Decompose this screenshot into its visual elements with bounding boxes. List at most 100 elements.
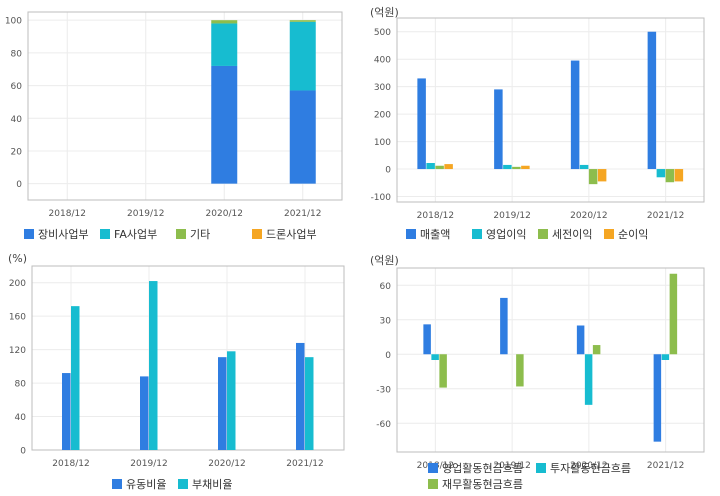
y-tick-label: 40 xyxy=(15,413,27,423)
legend-label: 재무활동현금흐름 xyxy=(442,478,523,491)
y-tick-label: 160 xyxy=(9,313,26,323)
legend-item[interactable]: 재무활동현금흐름 xyxy=(428,476,523,492)
bar xyxy=(444,164,453,170)
legend-swatch xyxy=(472,229,482,239)
bar xyxy=(211,20,238,24)
legend-item[interactable]: 영업활동현금흐름 xyxy=(428,460,523,476)
bar xyxy=(653,354,662,442)
bar xyxy=(305,357,314,450)
plot-frame xyxy=(396,17,705,203)
bar xyxy=(211,23,238,66)
legend: 장비사업부 FA사업부 기타 드론사업부 xyxy=(0,226,360,246)
legend-label: FA사업부 xyxy=(114,228,158,241)
legend-item[interactable]: 영업이익 xyxy=(472,226,526,242)
bar xyxy=(140,376,149,450)
legend-swatch xyxy=(24,229,34,239)
y-tick-label: 0 xyxy=(385,351,391,361)
y-tick-label: 500 xyxy=(374,28,391,38)
bar xyxy=(512,166,521,170)
legend-label: 장비사업부 xyxy=(38,228,89,241)
bar xyxy=(674,169,684,182)
y-tick-label: 60 xyxy=(380,282,392,292)
y-tick-label: -60 xyxy=(376,420,391,430)
bar xyxy=(289,90,316,184)
x-tick-label: 2020/12 xyxy=(570,461,607,471)
x-tick-label: 2019/12 xyxy=(130,459,167,469)
legend-item[interactable]: 세전이익 xyxy=(538,226,592,242)
bar xyxy=(656,169,666,178)
y-tick-label: 30 xyxy=(380,316,392,326)
plot-frame xyxy=(27,11,343,201)
bar xyxy=(227,351,236,450)
bar xyxy=(296,342,305,450)
bar xyxy=(289,21,316,91)
bar xyxy=(647,31,657,170)
legend-swatch xyxy=(406,229,416,239)
bar xyxy=(521,165,530,170)
x-tick-label: 2021/12 xyxy=(647,211,684,221)
bar xyxy=(431,354,439,360)
legend-swatch xyxy=(428,463,438,473)
y-tick-label: 200 xyxy=(374,111,391,121)
y-tick-label: 80 xyxy=(11,49,23,59)
x-tick-label: 2021/12 xyxy=(286,459,323,469)
unit-label: (억원) xyxy=(370,6,399,19)
plot-frame xyxy=(396,267,705,453)
plot-frame xyxy=(31,265,345,451)
legend-item[interactable]: 부채비율 xyxy=(178,476,232,492)
bar xyxy=(669,273,678,355)
bar xyxy=(516,354,524,387)
x-tick-label: 2018/12 xyxy=(417,211,454,221)
legend-label: 드론사업부 xyxy=(266,228,317,241)
y-tick-label: 20 xyxy=(11,147,23,157)
ratios-chart: 0 40 80 120 160 200 2018/12 2019/12 2020/12 2021/… xyxy=(9,265,345,469)
legend-label: 영업활동현금흐름 xyxy=(442,462,523,475)
bar xyxy=(71,306,80,450)
chart-panel-ratios: (%) 0 40 80 120 160 200 2018/12 2019/12 2020/12 2… xyxy=(0,248,360,496)
y-tick-label: 80 xyxy=(15,380,27,390)
y-tick-label: 0 xyxy=(16,180,22,190)
bar xyxy=(584,354,593,405)
legend-item[interactable]: 순이익 xyxy=(604,226,648,242)
bar xyxy=(579,164,589,170)
y-tick-label: 60 xyxy=(11,82,23,92)
legend-label: 영업이익 xyxy=(486,228,527,241)
legend-label: 순이익 xyxy=(618,228,649,241)
legend-item[interactable]: 투자활동현금흐름 xyxy=(536,460,631,476)
y-tick-label: 0 xyxy=(385,166,391,176)
legend-item[interactable]: 매출액 xyxy=(406,226,450,242)
legend-swatch xyxy=(178,479,188,489)
legend-item[interactable]: 기타 xyxy=(176,226,210,242)
x-tick-label: 2021/12 xyxy=(647,461,684,471)
legend-label: 유동비율 xyxy=(126,478,167,491)
legend-swatch xyxy=(536,463,546,473)
legend-label: 투자활동현금흐름 xyxy=(550,462,631,475)
x-tick-label: 2020/12 xyxy=(208,459,245,469)
unit-label: (%) xyxy=(8,252,28,265)
legend-item[interactable]: FA사업부 xyxy=(100,226,157,242)
bar xyxy=(665,169,675,183)
bar xyxy=(500,297,508,355)
bar xyxy=(62,373,71,450)
bar xyxy=(503,164,512,170)
legend-swatch xyxy=(538,229,548,239)
y-tick-label: 40 xyxy=(11,115,23,125)
legend: 유동비율 부채비율 xyxy=(0,476,360,496)
legend-item[interactable]: 드론사업부 xyxy=(252,226,317,242)
bar xyxy=(439,354,447,388)
chart-panel-segment: 0 20 40 60 80 100 2018/12 2019/12 2020/12 2021/12… xyxy=(0,0,360,248)
y-tick-label: -30 xyxy=(376,385,391,395)
legend-item[interactable]: 장비사업부 xyxy=(24,226,89,242)
bar xyxy=(417,78,426,170)
legend-swatch xyxy=(252,229,262,239)
bar xyxy=(570,60,580,170)
legend-swatch xyxy=(176,229,186,239)
legend: 영업활동현금흐름 투자활동현금흐름 재무활동현금흐름 xyxy=(360,460,720,494)
bar xyxy=(426,163,435,170)
chart-panel-cashflow: (억원) -60-30030602018/122019/122020/12202… xyxy=(360,248,720,496)
x-tick-label: 2019/12 xyxy=(493,461,530,471)
legend-item[interactable]: 유동비율 xyxy=(112,476,166,492)
bar xyxy=(494,89,503,170)
bar xyxy=(218,357,227,450)
